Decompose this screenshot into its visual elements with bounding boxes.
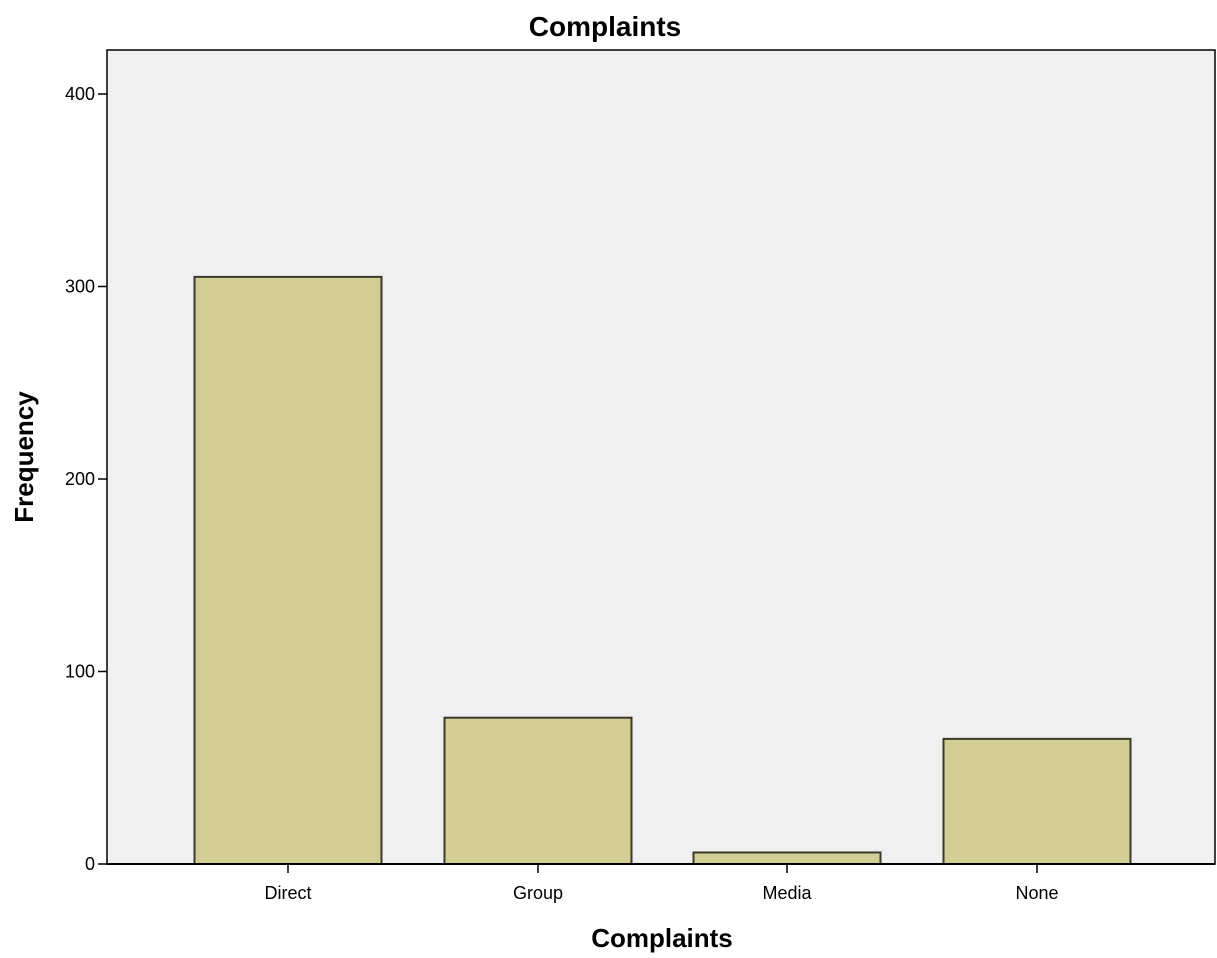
y-tick-label: 300 <box>65 277 95 297</box>
x-tick-label-direct: Direct <box>264 883 311 903</box>
x-tick-label-group: Group <box>513 883 563 903</box>
x-axis: Direct Group Media None <box>107 863 1215 903</box>
y-tick-label: 100 <box>65 662 95 682</box>
x-tick-label-none: None <box>1015 883 1058 903</box>
y-tick-label: 0 <box>85 854 95 874</box>
bar-none <box>942 737 1132 865</box>
bars-group <box>193 275 1132 866</box>
bar-group <box>443 716 633 866</box>
chart-title: Complaints <box>529 11 681 42</box>
x-tick-label-media: Media <box>762 883 812 903</box>
y-tick-label: 400 <box>65 84 95 104</box>
bar-direct <box>193 275 383 865</box>
bar-media <box>692 851 882 866</box>
y-tick-label: 200 <box>65 469 95 489</box>
y-axis: 0 100 200 300 400 <box>65 84 107 874</box>
x-axis-title: Complaints <box>591 923 733 953</box>
y-axis-title: Frequency <box>9 391 39 523</box>
